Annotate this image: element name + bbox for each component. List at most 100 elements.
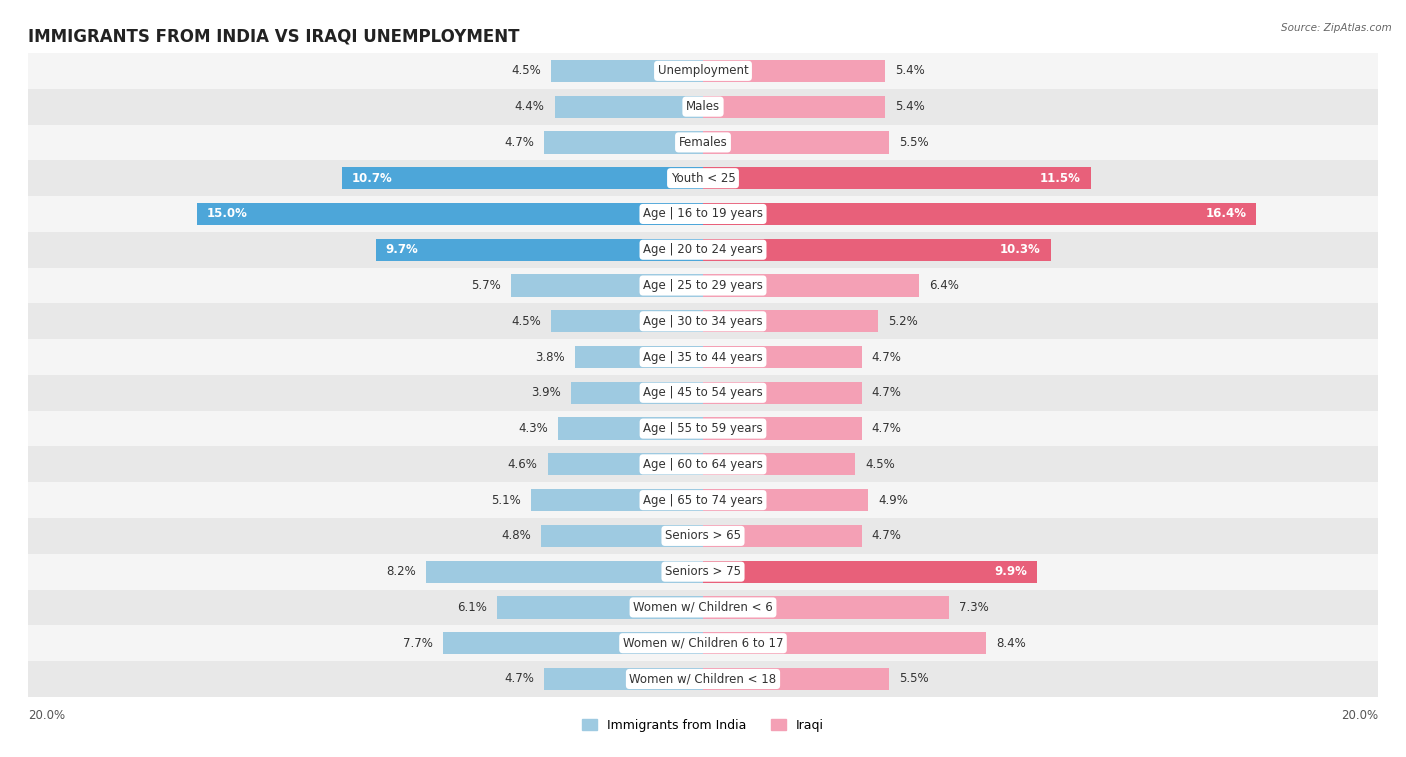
- Bar: [510, 274, 703, 297]
- Legend: Immigrants from India, Iraqi: Immigrants from India, Iraqi: [576, 714, 830, 737]
- Bar: [28, 518, 1378, 554]
- Text: 5.7%: 5.7%: [471, 279, 501, 292]
- Bar: [28, 304, 1378, 339]
- Bar: [28, 482, 1378, 518]
- Bar: [703, 668, 889, 690]
- Text: Unemployment: Unemployment: [658, 64, 748, 77]
- Text: 8.2%: 8.2%: [387, 565, 416, 578]
- Bar: [531, 489, 703, 511]
- Bar: [28, 125, 1378, 160]
- Text: Age | 65 to 74 years: Age | 65 to 74 years: [643, 494, 763, 506]
- Text: 7.3%: 7.3%: [959, 601, 990, 614]
- Text: Age | 35 to 44 years: Age | 35 to 44 years: [643, 350, 763, 363]
- Text: 5.5%: 5.5%: [898, 136, 928, 149]
- Text: 4.9%: 4.9%: [879, 494, 908, 506]
- Text: 4.3%: 4.3%: [517, 422, 548, 435]
- Bar: [28, 625, 1378, 661]
- Text: 4.7%: 4.7%: [872, 386, 901, 399]
- Text: 20.0%: 20.0%: [28, 709, 65, 722]
- Text: Age | 16 to 19 years: Age | 16 to 19 years: [643, 207, 763, 220]
- Bar: [571, 382, 703, 404]
- Text: 15.0%: 15.0%: [207, 207, 247, 220]
- Bar: [558, 418, 703, 440]
- Text: Age | 45 to 54 years: Age | 45 to 54 years: [643, 386, 763, 399]
- Text: Age | 20 to 24 years: Age | 20 to 24 years: [643, 243, 763, 256]
- Bar: [443, 632, 703, 654]
- Text: Females: Females: [679, 136, 727, 149]
- Text: 4.5%: 4.5%: [512, 315, 541, 328]
- Text: 7.7%: 7.7%: [404, 637, 433, 650]
- Text: 3.8%: 3.8%: [536, 350, 565, 363]
- Bar: [575, 346, 703, 368]
- Bar: [554, 95, 703, 118]
- Text: Males: Males: [686, 100, 720, 113]
- Bar: [703, 310, 879, 332]
- Bar: [28, 232, 1378, 268]
- Text: 4.6%: 4.6%: [508, 458, 537, 471]
- Text: Seniors > 65: Seniors > 65: [665, 529, 741, 542]
- Bar: [703, 453, 855, 475]
- Text: 4.8%: 4.8%: [501, 529, 531, 542]
- Text: 4.7%: 4.7%: [872, 422, 901, 435]
- Bar: [28, 339, 1378, 375]
- Bar: [28, 554, 1378, 590]
- Bar: [28, 661, 1378, 697]
- Bar: [28, 268, 1378, 304]
- Text: 6.4%: 6.4%: [929, 279, 959, 292]
- Text: 5.1%: 5.1%: [491, 494, 520, 506]
- Text: 8.4%: 8.4%: [997, 637, 1026, 650]
- Bar: [703, 238, 1050, 261]
- Text: 5.4%: 5.4%: [896, 64, 925, 77]
- Bar: [703, 418, 862, 440]
- Bar: [28, 160, 1378, 196]
- Text: 16.4%: 16.4%: [1205, 207, 1246, 220]
- Bar: [703, 274, 920, 297]
- Bar: [541, 525, 703, 547]
- Bar: [703, 597, 949, 618]
- Bar: [426, 561, 703, 583]
- Bar: [28, 590, 1378, 625]
- Text: 5.2%: 5.2%: [889, 315, 918, 328]
- Text: 4.7%: 4.7%: [505, 136, 534, 149]
- Bar: [703, 561, 1038, 583]
- Text: Age | 25 to 29 years: Age | 25 to 29 years: [643, 279, 763, 292]
- Text: Age | 30 to 34 years: Age | 30 to 34 years: [643, 315, 763, 328]
- Bar: [551, 60, 703, 82]
- Bar: [28, 375, 1378, 411]
- Text: 4.7%: 4.7%: [872, 529, 901, 542]
- Bar: [703, 203, 1257, 225]
- Bar: [197, 203, 703, 225]
- Bar: [28, 411, 1378, 447]
- Text: 3.9%: 3.9%: [531, 386, 561, 399]
- Text: Women w/ Children < 6: Women w/ Children < 6: [633, 601, 773, 614]
- Bar: [28, 447, 1378, 482]
- Text: 4.7%: 4.7%: [872, 350, 901, 363]
- Bar: [28, 89, 1378, 125]
- Text: 11.5%: 11.5%: [1040, 172, 1081, 185]
- Bar: [703, 167, 1091, 189]
- Bar: [544, 131, 703, 154]
- Text: Age | 60 to 64 years: Age | 60 to 64 years: [643, 458, 763, 471]
- Bar: [703, 60, 886, 82]
- Text: Age | 55 to 59 years: Age | 55 to 59 years: [643, 422, 763, 435]
- Bar: [28, 196, 1378, 232]
- Text: 4.7%: 4.7%: [505, 672, 534, 686]
- Bar: [544, 668, 703, 690]
- Bar: [703, 525, 862, 547]
- Text: Source: ZipAtlas.com: Source: ZipAtlas.com: [1281, 23, 1392, 33]
- Text: 20.0%: 20.0%: [1341, 709, 1378, 722]
- Text: 4.4%: 4.4%: [515, 100, 544, 113]
- Bar: [703, 346, 862, 368]
- Bar: [342, 167, 703, 189]
- Text: Women w/ Children 6 to 17: Women w/ Children 6 to 17: [623, 637, 783, 650]
- Bar: [703, 95, 886, 118]
- Text: Seniors > 75: Seniors > 75: [665, 565, 741, 578]
- Bar: [703, 382, 862, 404]
- Text: 6.1%: 6.1%: [457, 601, 486, 614]
- Text: Youth < 25: Youth < 25: [671, 172, 735, 185]
- Bar: [703, 632, 987, 654]
- Text: 4.5%: 4.5%: [865, 458, 894, 471]
- Text: 4.5%: 4.5%: [512, 64, 541, 77]
- Text: 9.9%: 9.9%: [994, 565, 1026, 578]
- Bar: [375, 238, 703, 261]
